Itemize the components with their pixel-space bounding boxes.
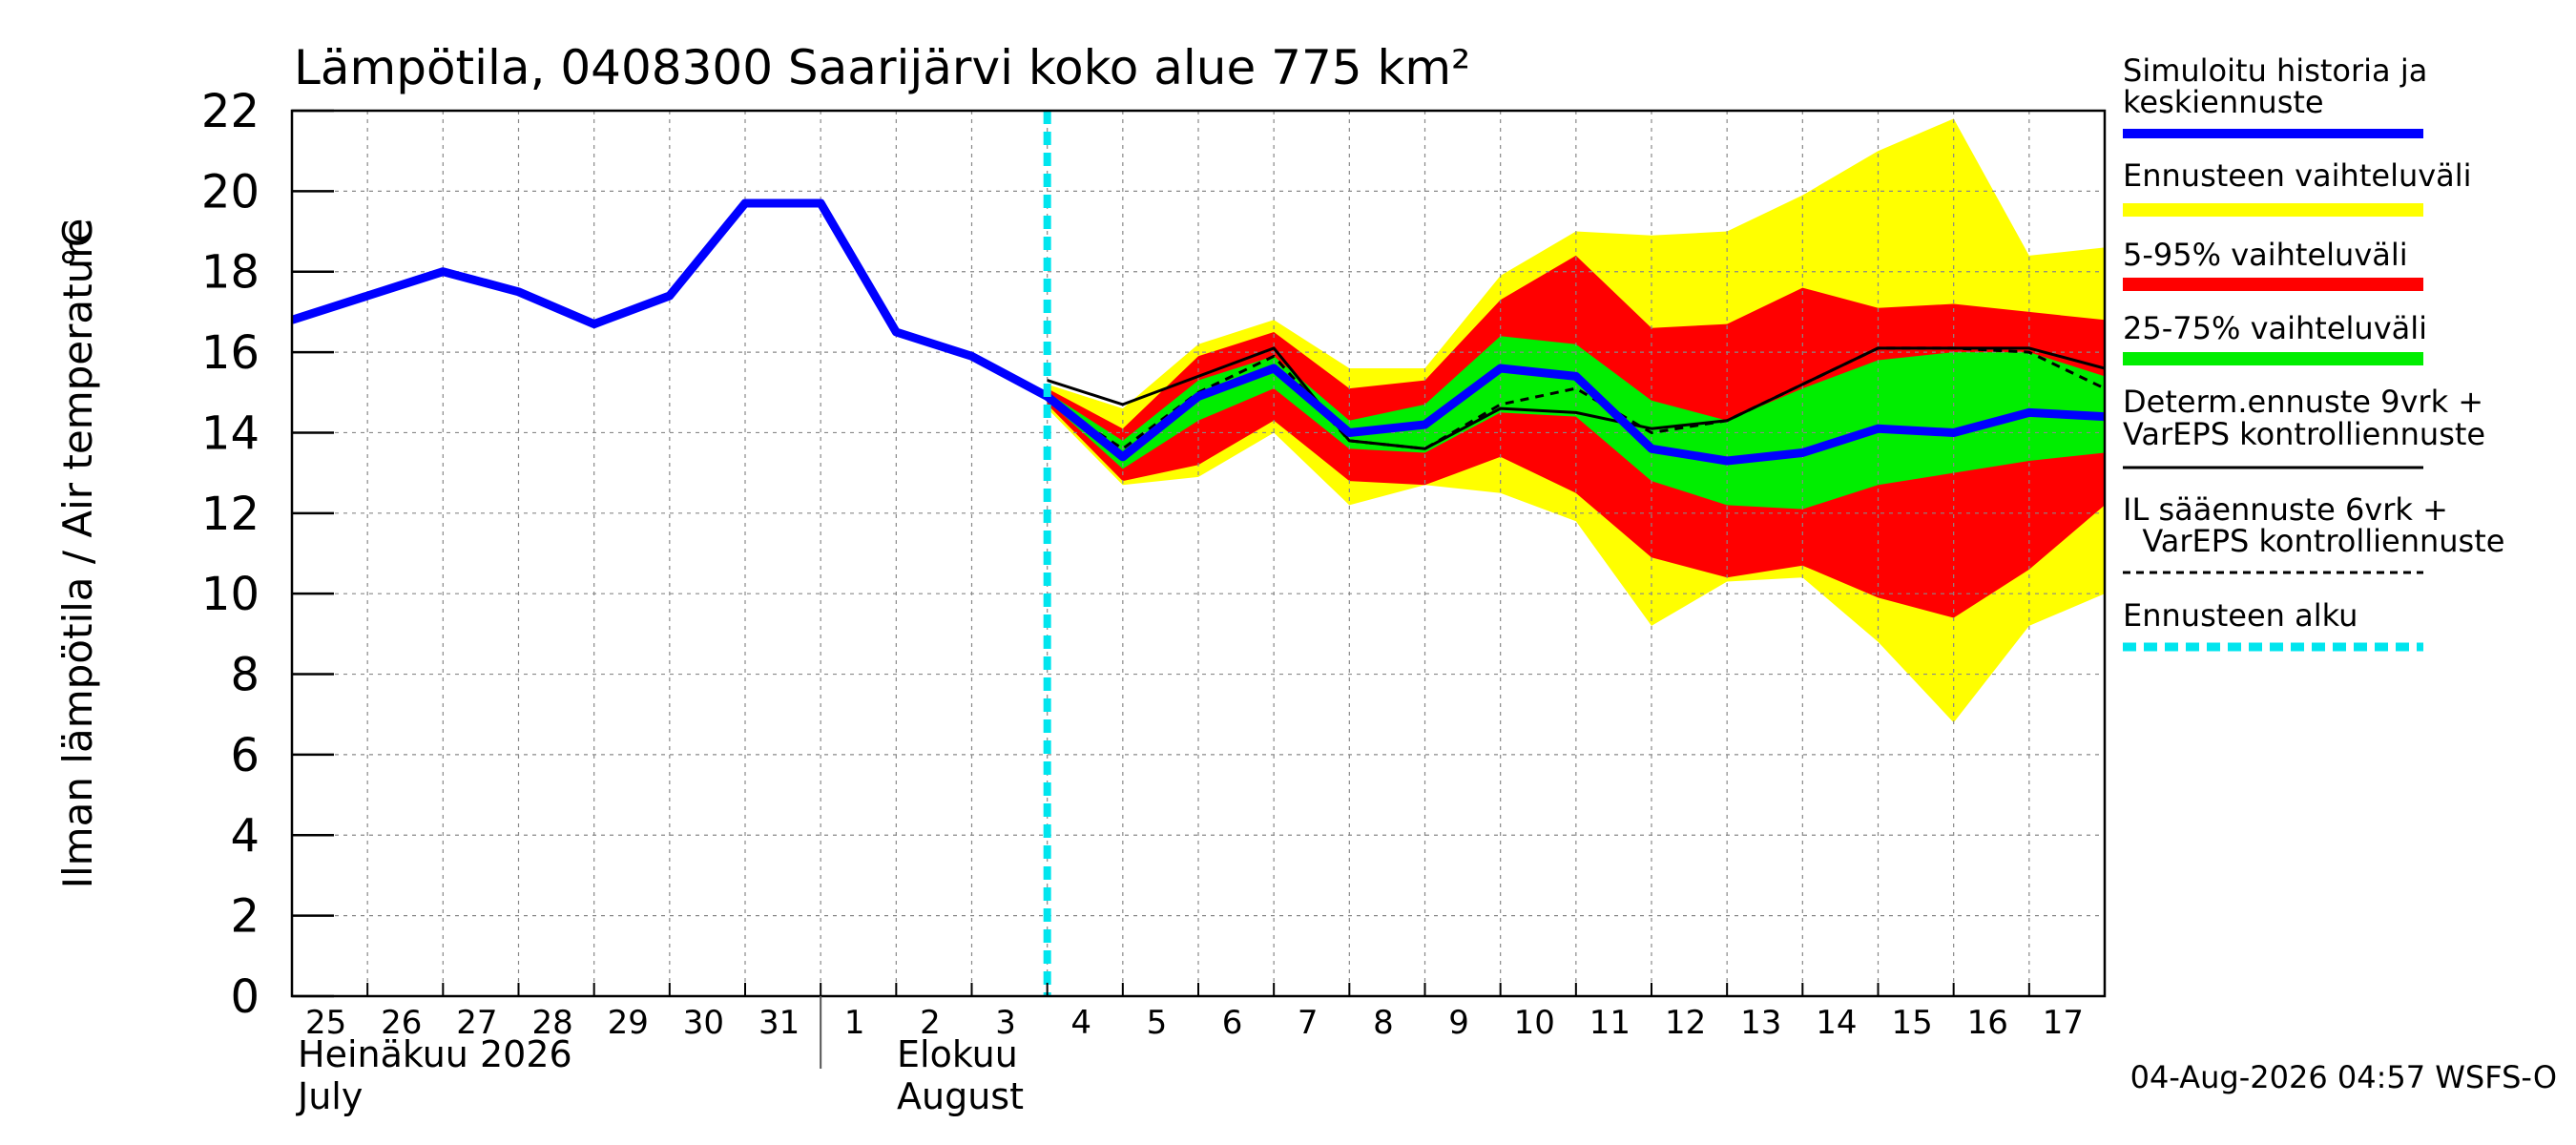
chart-title: Lämpötila, 0408300 Saarijärvi koko alue … (294, 40, 1470, 95)
legend-il-label-1: IL sääennuste 6vrk + (2123, 491, 2448, 528)
x-tick-label: 3 (995, 1004, 1016, 1042)
legend-det-label-2: VarEPS kontrolliennuste (2123, 416, 2485, 452)
y-tick-label: 6 (230, 729, 260, 782)
x-tick-label: 11 (1589, 1004, 1631, 1042)
y-tick-label: 18 (201, 246, 260, 300)
deterministic-forecast-line (1047, 346, 2105, 450)
legend: Simuloitu historia ja keskiennuste Ennus… (2123, 52, 2504, 652)
x-tick-label: 8 (1373, 1004, 1394, 1042)
legend-p2575-label: 25-75% vaihteluväli (2123, 310, 2427, 346)
x-tick-label: 7 (1298, 1004, 1319, 1042)
month-label-july-en: July (296, 1075, 363, 1117)
series-lines (292, 198, 2105, 466)
y-axis-label: Ilman lämpötila / Air temperature (54, 219, 101, 889)
legend-il-label-2: VarEPS kontrolliennuste (2123, 523, 2504, 559)
x-tick-label: 25 (305, 1004, 346, 1042)
y-tick-label: 20 (201, 165, 260, 219)
month-label-august-fi: Elokuu (897, 1033, 1018, 1075)
legend-p595-label: 5-95% vaihteluväli (2123, 237, 2408, 273)
y-tick-label: 14 (201, 406, 260, 460)
x-tick-label: 4 (1070, 1004, 1091, 1042)
x-tick-label: 17 (2043, 1004, 2084, 1042)
legend-history-label-1: Simuloitu historia ja (2123, 52, 2427, 89)
x-tick-label: 30 (683, 1004, 724, 1042)
x-tick-label: 28 (531, 1004, 572, 1042)
y-tick-label: 16 (201, 326, 260, 380)
x-tick-label: 26 (381, 1004, 422, 1042)
x-tick-label: 14 (1816, 1004, 1857, 1042)
x-tick-label: 10 (1514, 1004, 1555, 1042)
legend-history-label-2: keskiennuste (2123, 84, 2324, 120)
x-tick-label: 2 (920, 1004, 941, 1042)
y-tick-label: 12 (201, 488, 260, 541)
band-1 (1047, 255, 2105, 618)
x-tick-label: 27 (456, 1004, 497, 1042)
legend-start-label: Ennusteen alku (2123, 597, 2358, 634)
x-tick-label: 1 (844, 1004, 865, 1042)
x-tick-label: 13 (1740, 1004, 1781, 1042)
y-axis-unit: °C (54, 219, 101, 267)
legend-range-label: Ennusteen vaihteluväli (2123, 157, 2472, 194)
x-tick-label: 16 (1967, 1004, 2008, 1042)
grid (292, 111, 2105, 996)
x-tick-label: 15 (1891, 1004, 1932, 1042)
month-label-august-en: August (897, 1075, 1024, 1117)
y-tick-label: 2 (230, 890, 260, 944)
x-tick-label: 6 (1222, 1004, 1243, 1042)
y-tick-label: 4 (230, 809, 260, 863)
y-tick-label: 22 (201, 85, 260, 138)
band-2 (1047, 336, 2105, 510)
legend-det-label-1: Determ.ennuste 9vrk + (2123, 384, 2483, 420)
y-tick-label: 8 (230, 649, 260, 702)
x-tick-label: 12 (1665, 1004, 1706, 1042)
y-tick-label: 0 (230, 970, 260, 1024)
month-label-july-fi: Heinäkuu 2026 (298, 1033, 572, 1075)
timestamp: 04-Aug-2026 04:57 WSFS-O (2130, 1059, 2557, 1095)
x-tick-label: 9 (1448, 1004, 1469, 1042)
x-tick-label: 31 (758, 1004, 800, 1042)
x-tick-label: 5 (1147, 1004, 1168, 1042)
y-tick-label: 10 (201, 568, 260, 621)
x-tick-label: 29 (608, 1004, 649, 1042)
mean-forecast-line (1044, 364, 2105, 466)
history-line (292, 198, 1049, 401)
